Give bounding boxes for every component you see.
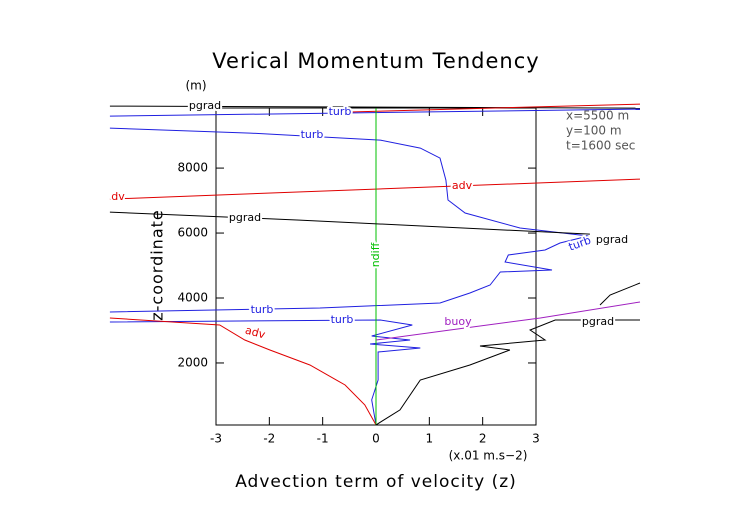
series-line [109,211,590,235]
curve-label: turb [251,303,274,316]
series-line [109,178,641,200]
series-line [345,103,641,113]
info: x=5500 m [566,109,629,123]
x-tick-label: 2 [479,432,487,446]
series-line [599,282,641,306]
series-line [109,127,589,313]
curve-label: ndiff [369,242,382,267]
curve-label: buoy [444,315,472,328]
series-line [109,108,641,117]
info: y=100 m [566,124,622,138]
x-tick-label: 0 [372,432,380,446]
y-unit: (m) [185,79,206,93]
y-tick-label: 8000 [177,161,208,175]
x-tick-label: -2 [263,432,275,446]
curve-label: turb [329,105,352,118]
series-line [109,105,641,109]
chart-title: Verical Momentum Tendency [212,49,539,73]
y-tick-label: 2000 [177,355,208,369]
curve-label: turb [301,128,324,141]
x-tick-label: 1 [426,432,434,446]
info: t=1600 sec [566,139,635,153]
y-tick-label: 4000 [177,291,208,305]
x-tick-label: 3 [532,432,540,446]
y-tick-label: 6000 [177,226,208,240]
x-axis-label: Advection term of velocity (z) [235,472,517,492]
series-line [109,317,377,426]
curve-label: pgrad [596,233,628,246]
x-tick-label: -1 [317,432,329,446]
curve-label: pgrad [582,315,614,328]
curve-label: pgrad [189,99,221,112]
curve-label: dv [111,190,125,203]
y-axis-label: z-coordinate [148,209,167,321]
curve-label: adv [452,179,473,192]
series-line [375,319,640,426]
curve-label: turb [331,313,354,326]
x-tick-label: -3 [210,432,222,446]
curve-label: pgrad [229,211,261,224]
x-unit: (x.01 m.s−2) [449,449,528,463]
series-line [375,301,641,341]
